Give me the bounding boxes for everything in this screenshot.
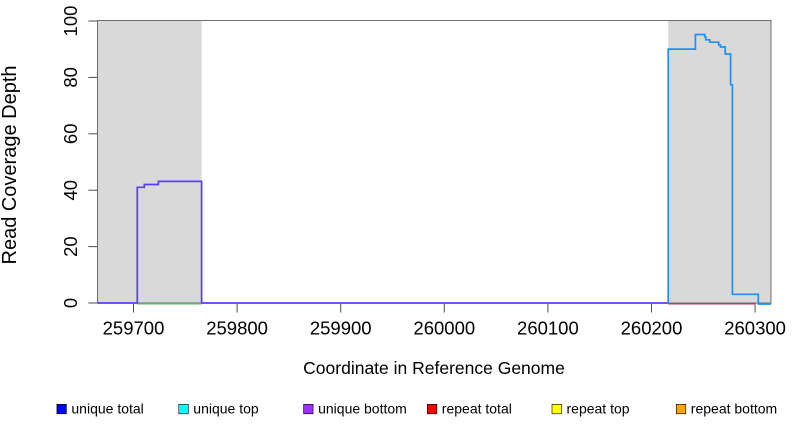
svg-text:260100: 260100 [517, 318, 579, 339]
svg-text:260300: 260300 [724, 318, 786, 339]
svg-text:repeat top: repeat top [567, 400, 630, 416]
svg-text:260000: 260000 [413, 318, 475, 339]
svg-text:80: 80 [60, 67, 81, 88]
svg-text:unique total: unique total [71, 400, 143, 416]
svg-text:unique top: unique top [193, 400, 259, 416]
svg-text:unique bottom: unique bottom [318, 400, 407, 416]
svg-text:259700: 259700 [103, 318, 165, 339]
svg-text:259900: 259900 [310, 318, 372, 339]
svg-text:repeat total: repeat total [442, 400, 512, 416]
svg-text:260200: 260200 [621, 318, 683, 339]
svg-text:259800: 259800 [206, 318, 268, 339]
svg-text:20: 20 [60, 236, 81, 257]
svg-text:Read Coverage Depth: Read Coverage Depth [0, 65, 21, 264]
svg-text:Coordinate in Reference Genome: Coordinate in Reference Genome [303, 358, 565, 378]
svg-text:repeat bottom: repeat bottom [691, 400, 777, 416]
svg-text:0: 0 [60, 298, 81, 308]
svg-text:60: 60 [60, 124, 81, 145]
svg-text:40: 40 [60, 180, 81, 201]
svg-text:100: 100 [60, 6, 81, 37]
